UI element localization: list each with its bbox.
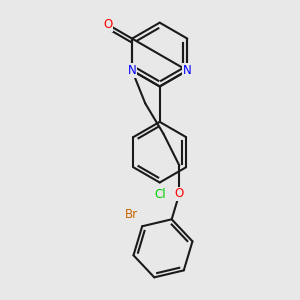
Text: N: N <box>183 64 192 77</box>
Text: N: N <box>128 64 136 77</box>
Text: O: O <box>175 187 184 200</box>
Text: Br: Br <box>125 208 138 221</box>
Text: Cl: Cl <box>154 188 166 201</box>
Text: O: O <box>103 18 112 31</box>
